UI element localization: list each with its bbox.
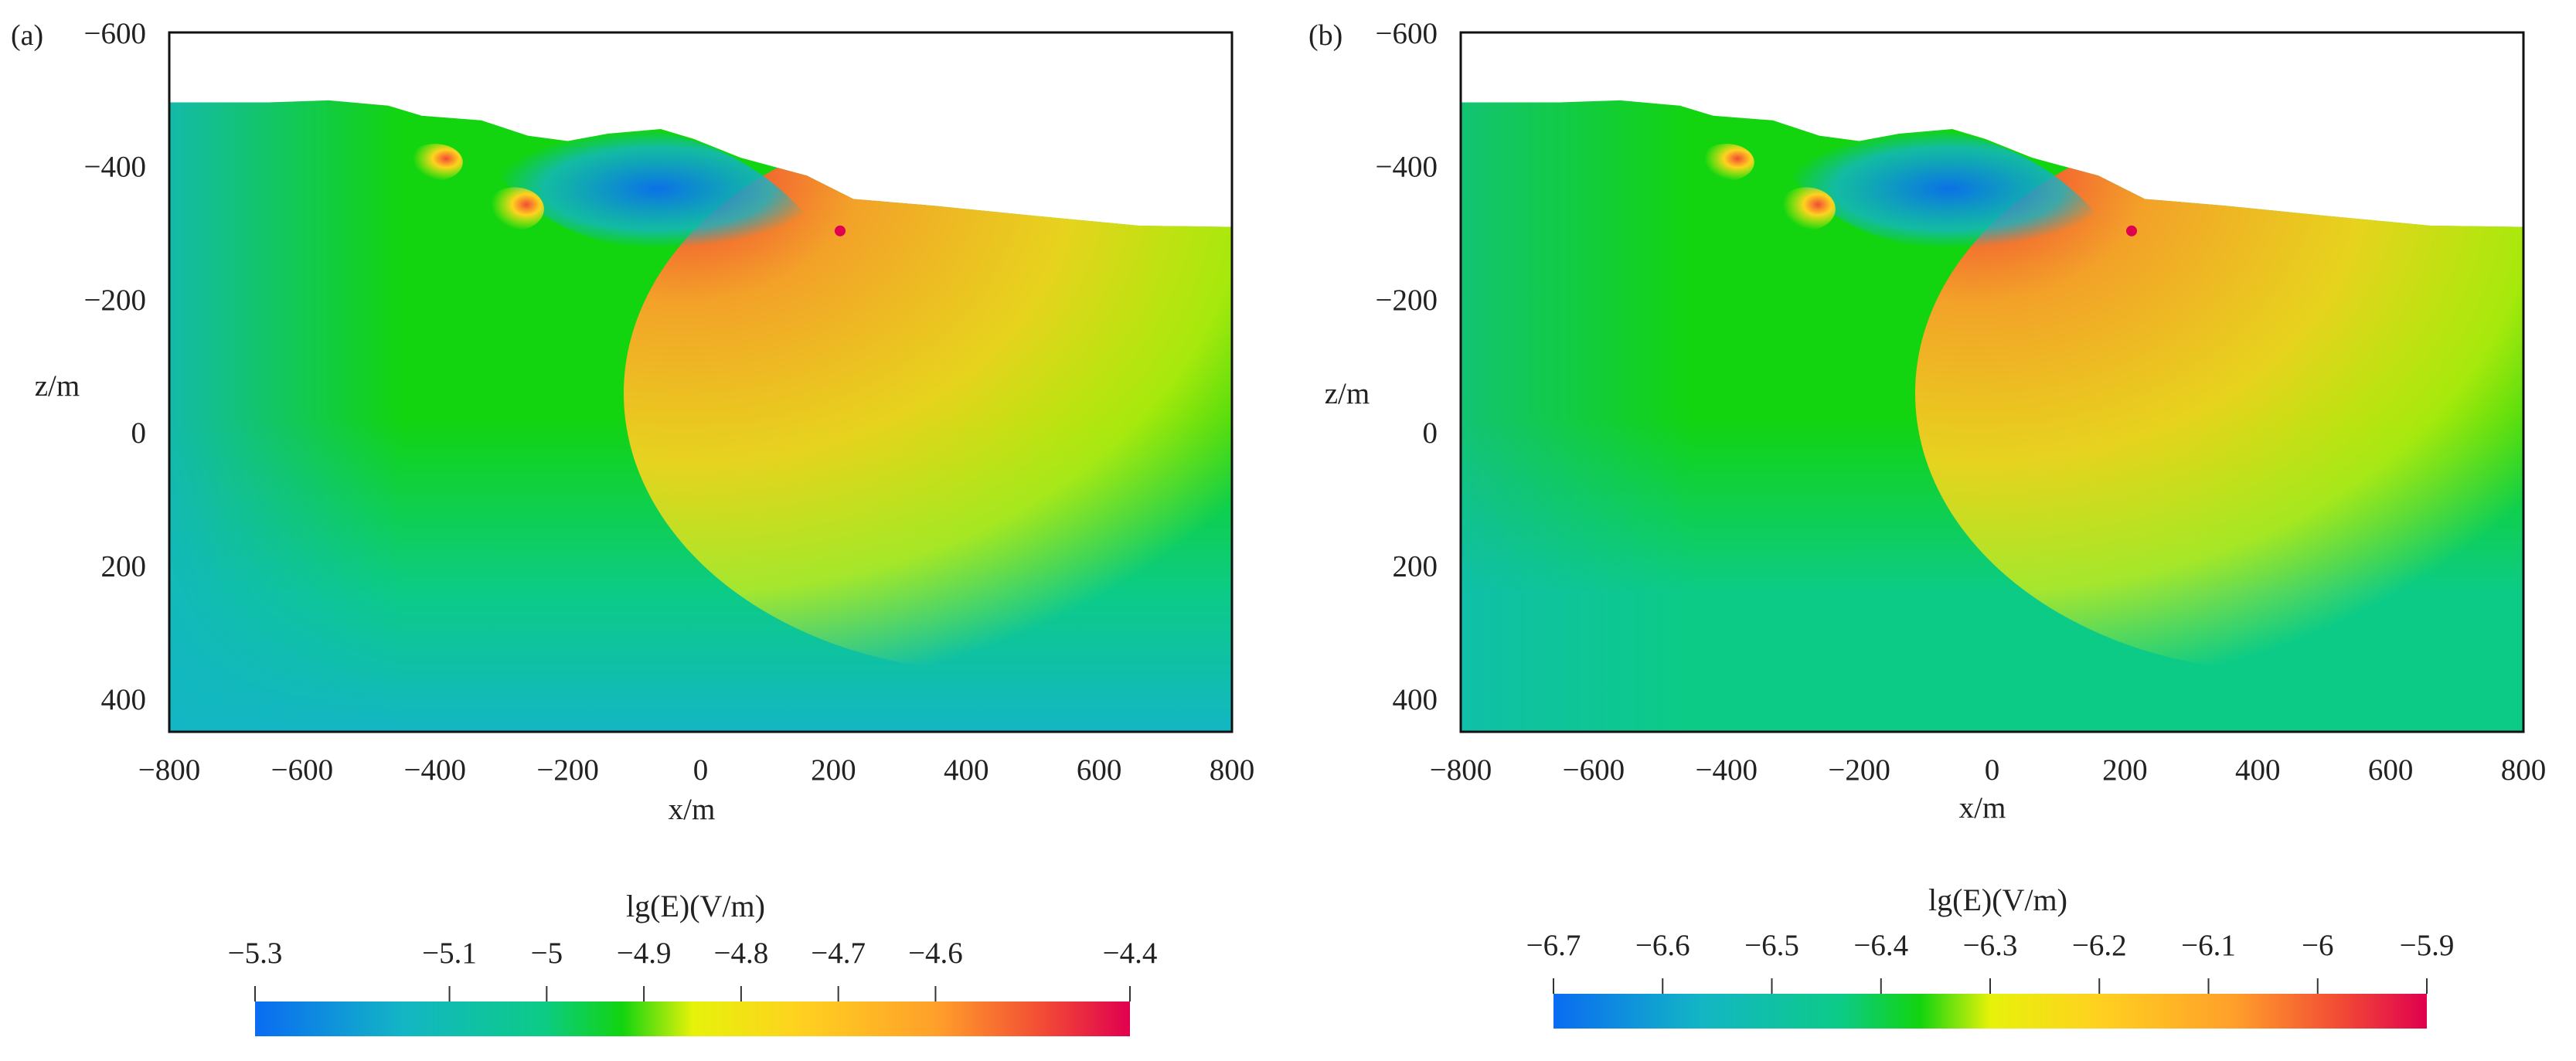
panel-b-x-tick-label: −800 [1430, 753, 1492, 787]
panel-b-source-point [2125, 225, 2137, 236]
panel-b-y-tick-label: −400 [1376, 150, 1438, 183]
panel-b-x-tick-label: −400 [1696, 753, 1758, 787]
panel-a-y-tick-label: −200 [84, 284, 147, 317]
panel-a-low-field-zone [495, 129, 821, 248]
panel-b-anomaly-spot [1698, 144, 1754, 182]
panel-b-y-axis: −600 −400 −200 0 200 400 [1376, 17, 1438, 716]
panel-b-colorbar-tick-label: −6.4 [1853, 929, 1908, 962]
panel-b: (b) −800 −600 −400 −200 0 200 400 600 800 −600 −4… [1308, 17, 2547, 1029]
panel-a-colorbar: lg(E)(V/m) −5.3 −5.1 −5 −4.9 −4.8 −4.7 −4.6 −4.… [228, 889, 1158, 1036]
panel-b-y-tick-label: −200 [1376, 284, 1438, 317]
panel-b-label: (b) [1308, 19, 1342, 52]
panel-a-colorbar-title: lg(E)(V/m) [626, 889, 765, 923]
panel-a-y-tick-label: −600 [84, 17, 147, 50]
panel-a-x-tick-label: 600 [1077, 753, 1122, 787]
panel-a-anomaly-spot [485, 187, 544, 231]
panel-a-source-point [834, 225, 846, 236]
panel-a-y-axis-title: z/m [35, 369, 80, 403]
panel-b-colorbar-tick-label: −6.2 [2072, 929, 2127, 962]
panel-a-y-tick-label: −400 [84, 150, 147, 183]
panel-a: (a) −800 −600 −400 −200 0 200 400 600 800 −600 −4… [11, 17, 1255, 1036]
panel-b-anomaly-spot [1776, 187, 1836, 231]
panel-a-colorbar-tick-label: −5.3 [228, 937, 283, 970]
panel-a-colorbar-tick-label: −4.6 [908, 937, 963, 970]
panel-a-colorbar-tick-label: −4.9 [617, 937, 672, 970]
panel-a-colorbar-tick-label: −4.7 [811, 937, 866, 970]
panel-a-field-map [169, 100, 1232, 732]
panel-b-x-axis: −800 −600 −400 −200 0 200 400 600 800 [1430, 753, 2547, 787]
panel-b-low-field-zone [1786, 129, 2112, 248]
panel-b-colorbar-tick-label: −6.7 [1526, 929, 1581, 962]
panel-b-x-tick-label: 0 [1985, 753, 2000, 787]
panel-b-x-tick-label: −200 [1828, 753, 1890, 787]
panel-a-anomaly-spot [407, 144, 463, 182]
panel-a-colorbar-tick-label: −5 [531, 937, 563, 970]
panel-a-label: (a) [11, 19, 43, 52]
panel-a-y-axis: −600 −400 −200 0 200 400 [84, 17, 147, 716]
panel-b-colorbar-title: lg(E)(V/m) [1928, 882, 2067, 917]
panel-a-plot-frame [168, 31, 1234, 733]
panel-a-x-axis-title: x/m [669, 793, 716, 826]
panel-b-x-axis-title: x/m [1959, 791, 2006, 825]
panel-b-colorbar-tick-label: −6 [2302, 929, 2334, 962]
panel-b-y-tick-label: −600 [1376, 17, 1438, 50]
panel-b-x-tick-label: 600 [2368, 753, 2414, 787]
panel-a-x-tick-label: 200 [811, 753, 856, 787]
panel-a-x-tick-label: −200 [536, 753, 599, 787]
panel-b-x-tick-label: 800 [2501, 753, 2547, 787]
panel-a-x-tick-label: −800 [138, 753, 201, 787]
panel-b-colorbar-tick-label: −6.5 [1744, 929, 1799, 962]
panel-a-x-tick-label: 0 [693, 753, 709, 787]
panel-a-colorbar-tick-label: −4.4 [1103, 937, 1158, 970]
panel-b-colorbar: lg(E)(V/m) −6.7 −6.6 −6.5 −6.4 −6.3 −6.2 −6.1 −… [1526, 882, 2455, 1029]
panel-b-y-tick-label: 200 [1393, 550, 1438, 583]
panel-b-x-tick-label: 200 [2102, 753, 2148, 787]
panel-b-field-map [1461, 100, 2523, 732]
panel-a-x-tick-label: −600 [271, 753, 334, 787]
panel-a-y-tick-label: 200 [101, 550, 147, 583]
panel-a-colorbar-gradient [255, 1001, 1130, 1036]
panel-b-colorbar-tick-label: −6.3 [1963, 929, 2018, 962]
panel-b-colorbar-tick-label: −6.6 [1635, 929, 1690, 962]
panel-a-high-field-zone [623, 114, 1232, 672]
panel-a-x-axis: −800 −600 −400 −200 0 200 400 600 800 [138, 753, 1255, 787]
panel-a-x-tick-label: 400 [944, 753, 989, 787]
panel-b-plot-frame [1459, 31, 2525, 733]
panel-b-colorbar-tick-label: −6.1 [2181, 929, 2236, 962]
panel-b-y-axis-title: z/m [1325, 377, 1370, 410]
panel-b-colorbar-gradient [1553, 994, 2427, 1029]
panel-a-y-tick-label: 400 [101, 683, 147, 716]
panel-a-left-boundary-shade [169, 100, 402, 732]
panel-b-x-tick-label: −600 [1563, 753, 1625, 787]
panel-a-colorbar-tick-label: −5.1 [422, 937, 477, 970]
panel-a-x-tick-label: 800 [1210, 753, 1255, 787]
panel-b-colorbar-tick-label: −5.9 [2400, 929, 2455, 962]
panel-a-y-tick-label: 0 [131, 417, 147, 450]
panel-b-left-boundary-shade [1461, 100, 1693, 732]
panel-b-high-field-zone [1914, 114, 2523, 672]
panel-b-x-tick-label: 400 [2235, 753, 2281, 787]
panel-b-y-tick-label: 0 [1423, 417, 1438, 450]
panel-a-x-tick-label: −400 [404, 753, 467, 787]
panel-a-colorbar-tick-label: −4.8 [714, 937, 769, 970]
panel-b-y-tick-label: 400 [1393, 683, 1438, 716]
